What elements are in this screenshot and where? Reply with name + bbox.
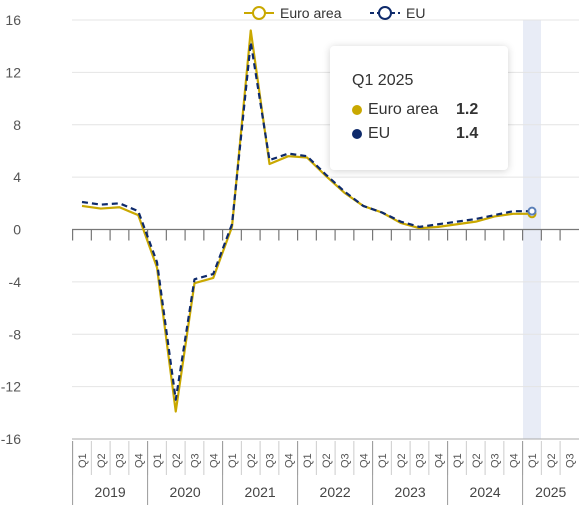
y-tick-label: -8 [9, 326, 22, 342]
tooltip-series-value: 1.4 [456, 125, 479, 142]
x-tick-label: Q1 [227, 453, 239, 468]
tooltip-row-eu: EU 1.4 [352, 122, 508, 146]
year-label: 2020 [170, 484, 201, 500]
tooltip: Q1 2025 Euro area 1.2 EU 1.4 [330, 46, 508, 170]
x-tick-label: Q2 [546, 453, 558, 468]
tooltip-title: Q1 2025 [352, 72, 414, 89]
tooltip-series-value: 1.2 [456, 101, 479, 118]
x-tick-label: Q4 [208, 453, 220, 468]
year-label: 2019 [95, 484, 126, 500]
x-tick-label: Q1 [302, 453, 314, 468]
x-tick-label: Q1 [152, 453, 164, 468]
x-tick-label: Q2 [96, 453, 108, 468]
legend-marker-eu [378, 6, 392, 20]
x-tick-label: Q1 [377, 453, 389, 468]
year-label: 2024 [470, 484, 501, 500]
legend-label-eu: EU [406, 5, 425, 21]
x-tick-label: Q3 [340, 453, 352, 468]
euro-area-dot-icon [352, 105, 362, 115]
year-label: 2025 [535, 484, 566, 500]
tooltip-row-euro-area: Euro area 1.2 [352, 98, 508, 122]
x-tick-label: Q3 [115, 453, 127, 468]
tooltip-series-name: Euro area [368, 101, 439, 118]
y-tick-label: 8 [13, 117, 21, 133]
x-tick-label: Q1 [527, 453, 539, 468]
x-tick-label: Q2 [471, 453, 483, 468]
x-tick-label: Q2 [246, 453, 258, 468]
year-label: 2021 [245, 484, 276, 500]
series-line-euro-area [81, 29, 532, 413]
y-tick-label: 16 [5, 12, 21, 28]
x-tick-label: Q3 [265, 453, 277, 468]
x-tick-label: Q2 [321, 453, 333, 468]
legend-label-euro-area: Euro area [280, 5, 342, 21]
x-tick-label: Q4 [433, 453, 445, 468]
x-tick-label: Q4 [358, 453, 370, 468]
y-tick-label: -16 [1, 431, 21, 447]
x-tick-label: Q1 [452, 453, 464, 468]
year-label: 2023 [395, 484, 426, 500]
x-tick-label: Q3 [490, 453, 502, 468]
x-tick-label: Q3 [415, 453, 427, 468]
eu-dot-icon [352, 129, 362, 139]
x-tick-label: Q2 [396, 453, 408, 468]
x-tick-label: Q2 [171, 453, 183, 468]
legend-marker-euro-area [252, 6, 266, 20]
x-tick-label: Q3 [565, 453, 577, 468]
x-tick-label: Q1 [77, 453, 89, 468]
year-label: 2022 [320, 484, 351, 500]
x-tick-label: Q4 [133, 453, 145, 468]
y-tick-label: 4 [13, 169, 21, 185]
y-tick-label: -4 [9, 274, 22, 290]
data-point-eu [527, 206, 537, 216]
x-tick-label: Q3 [190, 453, 202, 468]
x-tick-label: Q4 [508, 453, 520, 468]
y-tick-label: -12 [1, 379, 21, 395]
series-line-eu [81, 41, 532, 401]
x-tick-label: Q4 [283, 453, 295, 468]
tooltip-series-name: EU [368, 125, 391, 142]
y-tick-label: 12 [5, 64, 21, 80]
y-tick-label: 0 [13, 222, 21, 238]
